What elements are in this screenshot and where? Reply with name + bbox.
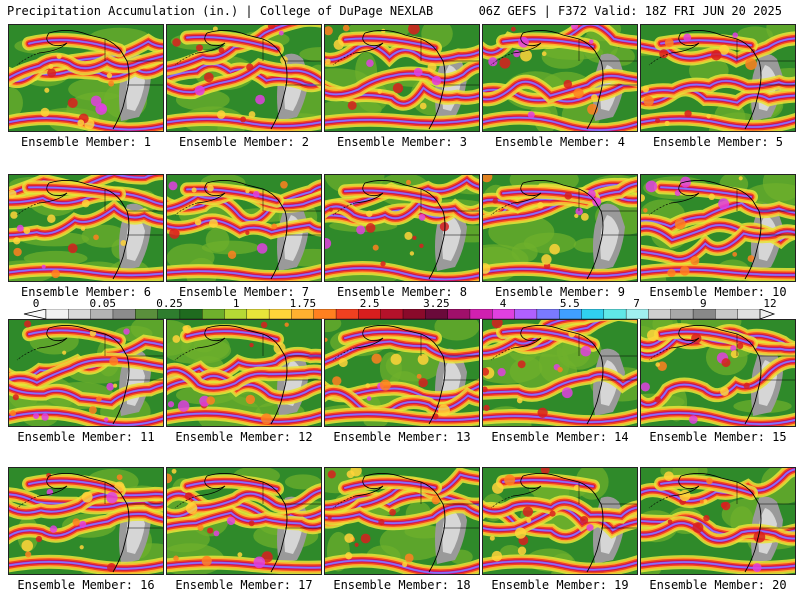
- colorbar-swatch: [425, 309, 449, 319]
- ensemble-member-caption: Ensemble Member: 20: [649, 578, 787, 592]
- colorbar-swatch: [558, 309, 583, 319]
- ensemble-member-caption: Ensemble Member: 19: [491, 578, 629, 592]
- colorbar-swatch: [179, 309, 203, 319]
- colorbar-swatch: [90, 309, 114, 319]
- colorbar-swatch: [313, 309, 337, 319]
- colorbar-swatch: [469, 309, 493, 319]
- ensemble-member-caption: Ensemble Member: 18: [333, 578, 471, 592]
- colorbar-tick-label: 7: [633, 297, 640, 310]
- colorbar-swatch: [447, 309, 471, 319]
- colorbar-tick-label: 5.5: [559, 297, 580, 310]
- colorbar-tick-label: 0.05: [89, 297, 116, 310]
- precipitation-map: [8, 319, 164, 427]
- ensemble-member-caption: Ensemble Member: 11: [17, 430, 155, 444]
- colorbar-swatch: [737, 309, 761, 319]
- precipitation-map: [640, 174, 796, 282]
- colorbar-swatch: [603, 309, 627, 319]
- precipitation-map: [166, 174, 322, 282]
- colorbar-swatch: [670, 309, 694, 319]
- ensemble-member-caption: Ensemble Member: 14: [491, 430, 629, 444]
- ensemble-member-caption: Ensemble Member: 5: [652, 135, 784, 149]
- colorbar-min-arrow: [23, 309, 47, 319]
- colorbar-swatch: [492, 309, 516, 319]
- ensemble-member-caption: Ensemble Member: 1: [20, 135, 152, 149]
- product-title: Precipitation Accumulation (in.) | Colle…: [7, 4, 434, 18]
- ensemble-member-caption: Ensemble Member: 15: [649, 430, 787, 444]
- colorbar-swatch: [335, 309, 359, 319]
- colorbar-swatch: [291, 309, 315, 319]
- ensemble-member-caption: Ensemble Member: 17: [175, 578, 313, 592]
- colorbar-tick-label: 12: [763, 297, 777, 310]
- precipitation-map: [482, 319, 638, 427]
- colorbar-swatch: [45, 309, 69, 319]
- precipitation-map: [166, 467, 322, 575]
- colorbar-swatch: [715, 309, 739, 319]
- colorbar-scale: [23, 309, 776, 319]
- colorbar-tick-label: 4: [499, 297, 507, 310]
- ensemble-member-caption: Ensemble Member: 10: [649, 285, 787, 299]
- ensemble-member-caption: Ensemble Member: 4: [494, 135, 626, 149]
- ensemble-member-caption: Ensemble Member: 7: [178, 285, 310, 299]
- colorbar-swatch: [112, 309, 136, 319]
- colorbar-swatch: [514, 309, 538, 319]
- colorbar-swatch: [692, 309, 716, 319]
- colorbar-tick-label: 9: [699, 297, 707, 310]
- model-run-info: 06Z GEFS | F372 Valid: 18Z FRI JUN 20 20…: [478, 4, 782, 18]
- colorbar-swatch: [135, 309, 159, 319]
- precipitation-map: [324, 174, 480, 282]
- precipitation-colorbar: 0 0.05 0.25 1 1.75 2.5 3.25 4 5.5 7 9 12: [0, 297, 800, 321]
- colorbar-swatch: [536, 309, 560, 319]
- colorbar-swatch: [157, 309, 181, 319]
- colorbar-swatch: [648, 309, 672, 319]
- precipitation-map: [640, 24, 796, 132]
- precipitation-map: [482, 24, 638, 132]
- colorbar-swatch: [625, 309, 650, 319]
- precipitation-map: [640, 319, 796, 427]
- colorbar-max-arrow: [759, 309, 776, 319]
- colorbar-swatch: [68, 309, 92, 319]
- colorbar-swatch: [246, 309, 270, 319]
- precipitation-map: [482, 467, 638, 575]
- ensemble-member-caption: Ensemble Member: 3: [336, 135, 468, 149]
- ensemble-member-caption: Ensemble Member: 13: [333, 430, 471, 444]
- ensemble-member-caption: Ensemble Member: 2: [178, 135, 310, 149]
- colorbar-tick-label: 3.25: [423, 297, 450, 310]
- colorbar-swatch: [201, 309, 226, 319]
- ensemble-member-caption: Ensemble Member: 9: [494, 285, 626, 299]
- ensemble-member-caption: Ensemble Member: 8: [336, 285, 468, 299]
- ensemble-member-caption: Ensemble Member: 16: [17, 578, 155, 592]
- colorbar-tick-label: 0.25: [156, 297, 183, 310]
- colorbar-tick-label: 1: [232, 297, 240, 310]
- colorbar-tick-label: 1.75: [289, 297, 317, 310]
- ensemble-member-caption: Ensemble Member: 6: [20, 285, 152, 299]
- colorbar-tick-label: 2.5: [359, 297, 380, 310]
- colorbar-swatch: [224, 309, 248, 319]
- colorbar-swatch: [581, 309, 605, 319]
- precipitation-map: [166, 24, 322, 132]
- precipitation-map: [8, 467, 164, 575]
- map-header: Precipitation Accumulation (in.) | Colle…: [0, 0, 800, 22]
- precipitation-map: [324, 24, 480, 132]
- colorbar-swatch: [268, 309, 293, 319]
- colorbar-swatch: [358, 309, 382, 319]
- precipitation-map: [8, 24, 164, 132]
- ensemble-member-caption: Ensemble Member: 12: [175, 430, 313, 444]
- precipitation-map: [324, 319, 480, 427]
- precipitation-map: [8, 174, 164, 282]
- precipitation-map: [166, 319, 322, 427]
- colorbar-swatch: [402, 309, 426, 319]
- colorbar-tick-label: 0: [32, 297, 40, 310]
- colorbar-swatch: [380, 309, 404, 319]
- precipitation-map: [482, 174, 638, 282]
- precipitation-map: [640, 467, 796, 575]
- precipitation-map: [324, 467, 480, 575]
